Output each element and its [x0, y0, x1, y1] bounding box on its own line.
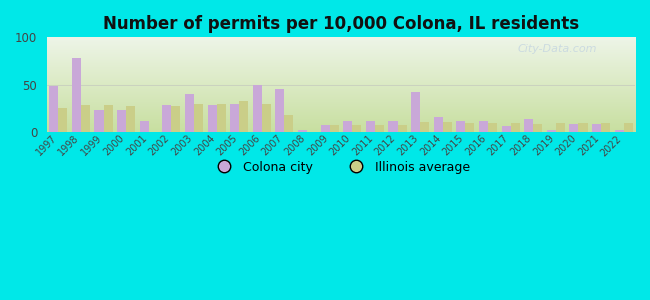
- Bar: [479, 122, 488, 132]
- Bar: [547, 130, 556, 132]
- Bar: [601, 123, 610, 132]
- Bar: [126, 106, 135, 132]
- Bar: [140, 121, 149, 132]
- Bar: [285, 115, 294, 132]
- Bar: [239, 101, 248, 132]
- Bar: [615, 130, 624, 132]
- Bar: [511, 123, 519, 132]
- Bar: [330, 125, 339, 132]
- Bar: [420, 122, 429, 132]
- Bar: [262, 103, 271, 132]
- Bar: [465, 123, 474, 132]
- Bar: [94, 110, 103, 132]
- Text: City-Data.com: City-Data.com: [517, 44, 597, 54]
- Bar: [398, 125, 406, 132]
- Bar: [276, 89, 285, 132]
- Bar: [488, 123, 497, 132]
- Bar: [524, 119, 533, 132]
- Bar: [320, 125, 330, 132]
- Bar: [216, 103, 226, 132]
- Bar: [434, 117, 443, 132]
- Bar: [533, 124, 542, 132]
- Bar: [207, 105, 216, 132]
- Bar: [456, 122, 465, 132]
- Bar: [81, 105, 90, 132]
- Legend: Colona city, Illinois average: Colona city, Illinois average: [207, 156, 475, 178]
- Bar: [185, 94, 194, 132]
- Bar: [502, 126, 511, 132]
- Bar: [366, 122, 375, 132]
- Title: Number of permits per 10,000 Colona, IL residents: Number of permits per 10,000 Colona, IL …: [103, 15, 579, 33]
- Bar: [230, 103, 239, 132]
- Bar: [343, 122, 352, 132]
- Bar: [58, 108, 68, 132]
- Bar: [556, 123, 565, 132]
- Bar: [569, 124, 578, 132]
- Bar: [411, 92, 420, 132]
- Bar: [578, 123, 588, 132]
- Bar: [624, 123, 632, 132]
- Bar: [592, 124, 601, 132]
- Bar: [49, 85, 58, 132]
- Bar: [117, 110, 126, 132]
- Bar: [72, 58, 81, 132]
- Bar: [103, 105, 112, 132]
- Bar: [194, 103, 203, 132]
- Bar: [352, 125, 361, 132]
- Bar: [298, 130, 307, 132]
- Bar: [172, 106, 181, 132]
- Bar: [253, 85, 262, 132]
- Bar: [375, 125, 384, 132]
- Bar: [443, 122, 452, 132]
- Bar: [162, 105, 172, 132]
- Bar: [389, 122, 398, 132]
